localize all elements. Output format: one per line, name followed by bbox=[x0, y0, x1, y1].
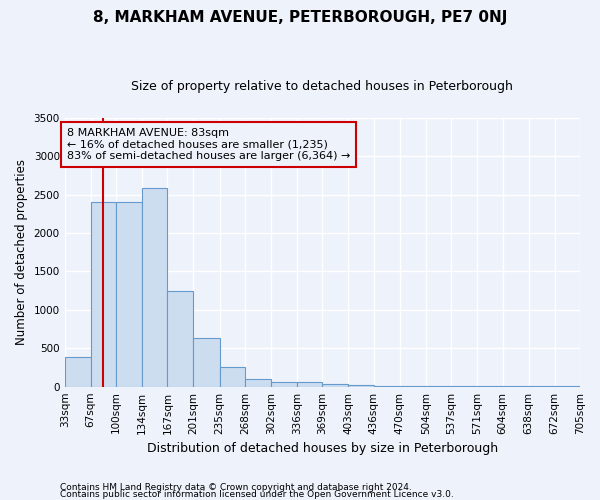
Text: Contains public sector information licensed under the Open Government Licence v3: Contains public sector information licen… bbox=[60, 490, 454, 499]
Bar bbox=[193, 338, 220, 386]
Bar bbox=[116, 202, 142, 386]
Bar bbox=[91, 202, 116, 386]
Text: 8 MARKHAM AVENUE: 83sqm
← 16% of detached houses are smaller (1,235)
83% of semi: 8 MARKHAM AVENUE: 83sqm ← 16% of detache… bbox=[67, 128, 350, 161]
Text: Contains HM Land Registry data © Crown copyright and database right 2024.: Contains HM Land Registry data © Crown c… bbox=[60, 484, 412, 492]
Bar bbox=[142, 188, 167, 386]
Bar bbox=[349, 385, 374, 386]
Bar bbox=[220, 367, 245, 386]
Bar bbox=[65, 358, 91, 386]
Bar bbox=[322, 384, 349, 386]
Bar bbox=[245, 379, 271, 386]
Bar bbox=[271, 382, 297, 386]
Y-axis label: Number of detached properties: Number of detached properties bbox=[15, 159, 28, 345]
Bar bbox=[167, 292, 193, 386]
Text: 8, MARKHAM AVENUE, PETERBOROUGH, PE7 0NJ: 8, MARKHAM AVENUE, PETERBOROUGH, PE7 0NJ bbox=[93, 10, 507, 25]
X-axis label: Distribution of detached houses by size in Peterborough: Distribution of detached houses by size … bbox=[147, 442, 498, 455]
Bar bbox=[297, 382, 322, 386]
Title: Size of property relative to detached houses in Peterborough: Size of property relative to detached ho… bbox=[131, 80, 513, 93]
